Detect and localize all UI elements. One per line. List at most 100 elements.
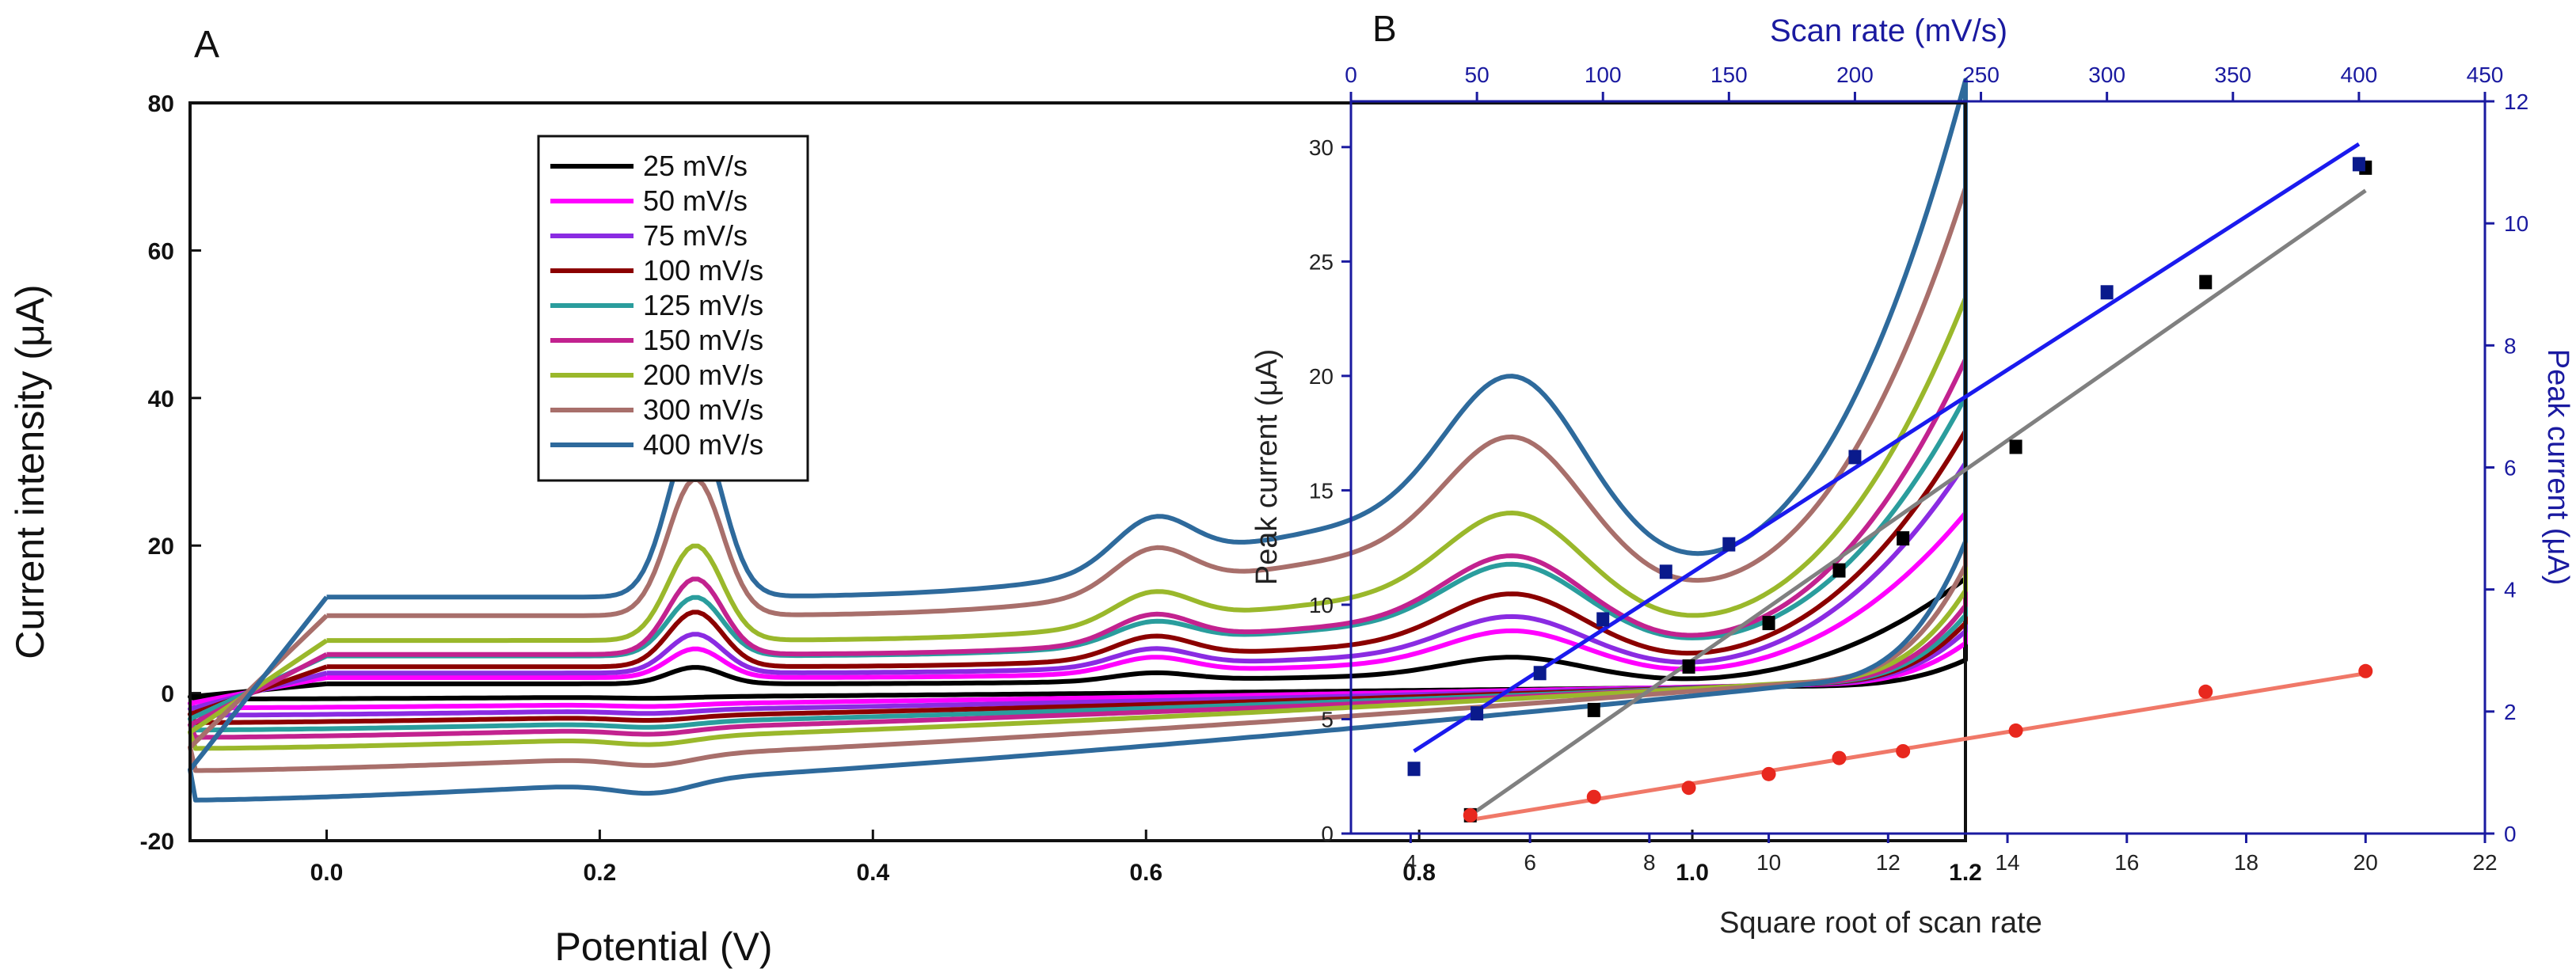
data-point-0 [1682, 659, 1695, 674]
y-tick-label: -20 [140, 829, 174, 855]
b-x-tick-label: 20 [2353, 850, 2378, 875]
data-point-1 [1659, 564, 1672, 579]
legend-entry: 100 mV/s [643, 254, 763, 287]
fit-line-0 [1469, 188, 2367, 817]
b-right-tick-label: 0 [2504, 822, 2517, 846]
data-point-2 [2358, 663, 2373, 678]
data-point-1 [1407, 762, 1421, 777]
b-top-tick-label: 250 [1962, 63, 2000, 87]
b-top-tick-label: 200 [1836, 63, 1874, 87]
data-point-2 [1896, 743, 1911, 758]
legend-entry: 400 mV/s [643, 428, 763, 461]
b-top-tick-label: 400 [2341, 63, 2378, 87]
b-top-axis-label: Scan rate (mV/s) [1770, 13, 2007, 48]
x-tick-label: 0.8 [1402, 860, 1436, 886]
b-top-tick-label: 50 [1465, 63, 1490, 87]
x-tick-label: 0.4 [856, 860, 889, 886]
data-point-2 [1761, 766, 1776, 781]
b-y-tick-label: 20 [1309, 364, 1334, 389]
legend-entry: 125 mV/s [643, 289, 763, 321]
data-point-0 [1762, 616, 1775, 631]
panel-a-frame [188, 101, 1967, 842]
data-point-1 [1471, 706, 1484, 721]
b-top-tick-label: 300 [2088, 63, 2125, 87]
x-ticks: 0.0 0.2 0.4 0.6 0.8 1.0 1.2 [310, 830, 1982, 886]
y-tick-label: 80 [148, 91, 174, 117]
x-tick-label: 0.6 [1129, 860, 1162, 886]
b-x-tick-label: 4 [1405, 850, 1417, 875]
b-x-tick-label: 12 [1876, 850, 1901, 875]
b-top-tick-label: 150 [1710, 63, 1748, 87]
y-tick-label: 40 [148, 386, 174, 412]
cv-curve-0 [188, 575, 1968, 702]
data-point-1 [1596, 612, 1610, 627]
data-point-2 [1586, 789, 1601, 804]
b-right-tick-label: 2 [2504, 700, 2517, 724]
b-y-tick-label: 25 [1309, 249, 1334, 274]
y-axis-label: Current intensity (μA) [8, 284, 52, 659]
legend-entry: 25 mV/s [643, 150, 748, 182]
b-top-tick-label: 100 [1585, 63, 1622, 87]
b-right-tick-label: 12 [2504, 89, 2528, 114]
data-point-0 [1587, 702, 1600, 717]
x-tick-label: 0.0 [310, 860, 344, 886]
data-point-1 [1848, 450, 1862, 465]
panel-b-label: B [1372, 8, 1397, 49]
legend-entry: 75 mV/s [643, 219, 748, 252]
data-point-0 [1832, 563, 1846, 578]
y-ticks: -20 0 20 40 60 80 [140, 91, 201, 855]
b-top-tick-label: 450 [2467, 63, 2504, 87]
b-right-tick-label: 6 [2504, 456, 2517, 481]
regression-plot [1407, 142, 2373, 822]
b-x-tick-label: 18 [2234, 850, 2258, 875]
b-x-tick-label: 10 [1756, 850, 1781, 875]
data-point-2 [1832, 750, 1847, 765]
y-tick-label: 20 [148, 534, 174, 560]
cv-curve-8 [188, 78, 1968, 803]
b-top-tick-label: 0 [1345, 63, 1357, 87]
panel-b-frame [1349, 100, 2487, 835]
fit-line-2 [1470, 671, 2366, 822]
b-y-tick-label: 0 [1321, 822, 1334, 846]
b-y-tick-label: 5 [1321, 707, 1334, 731]
b-right-axis-label: Peak current (μA) [2541, 349, 2574, 586]
cv-curve-6 [188, 295, 1968, 751]
fit-line-1 [1413, 142, 2361, 754]
cv-curve-1 [188, 511, 1968, 711]
b-right-tick-label: 8 [2504, 333, 2517, 358]
data-point-1 [1722, 537, 1736, 552]
data-point-2 [1681, 781, 1696, 796]
cv-curves [188, 78, 1968, 803]
x-tick-label: 1.0 [1676, 860, 1709, 886]
cv-curve-7 [188, 185, 1968, 773]
x-tick-label: 1.2 [1949, 860, 1982, 886]
data-point-0 [2199, 275, 2213, 290]
b-right-tick-label: 10 [2504, 211, 2528, 236]
b-y-axis-label: Peak current (μA) [1250, 349, 1284, 586]
b-x-tick-label: 22 [2472, 850, 2497, 875]
legend-box [537, 135, 809, 482]
b-x-tick-label: 6 [1524, 850, 1536, 875]
data-point-1 [2100, 285, 2114, 300]
legend-entry: 50 mV/s [643, 184, 748, 217]
y-tick-label: 0 [161, 682, 174, 708]
b-x-tick-label: 8 [1643, 850, 1656, 875]
x-tick-label: 0.2 [584, 860, 617, 886]
data-point-2 [2198, 684, 2213, 699]
b-x-tick-label: 16 [2114, 850, 2139, 875]
legend-entry: 300 mV/s [643, 393, 763, 426]
data-point-0 [1897, 531, 1910, 546]
b-right-tick-label: 4 [2504, 578, 2517, 602]
b-x-axis-label: Square root of scan rate [1719, 906, 2042, 940]
data-point-2 [1463, 807, 1478, 822]
b-top-tick-label: 350 [2214, 63, 2251, 87]
b-y-tick-label: 30 [1309, 135, 1334, 160]
data-point-2 [2008, 723, 2023, 738]
data-point-0 [2009, 439, 2022, 454]
legend-entry: 200 mV/s [643, 359, 763, 391]
legend-entry: 150 mV/s [643, 324, 763, 356]
